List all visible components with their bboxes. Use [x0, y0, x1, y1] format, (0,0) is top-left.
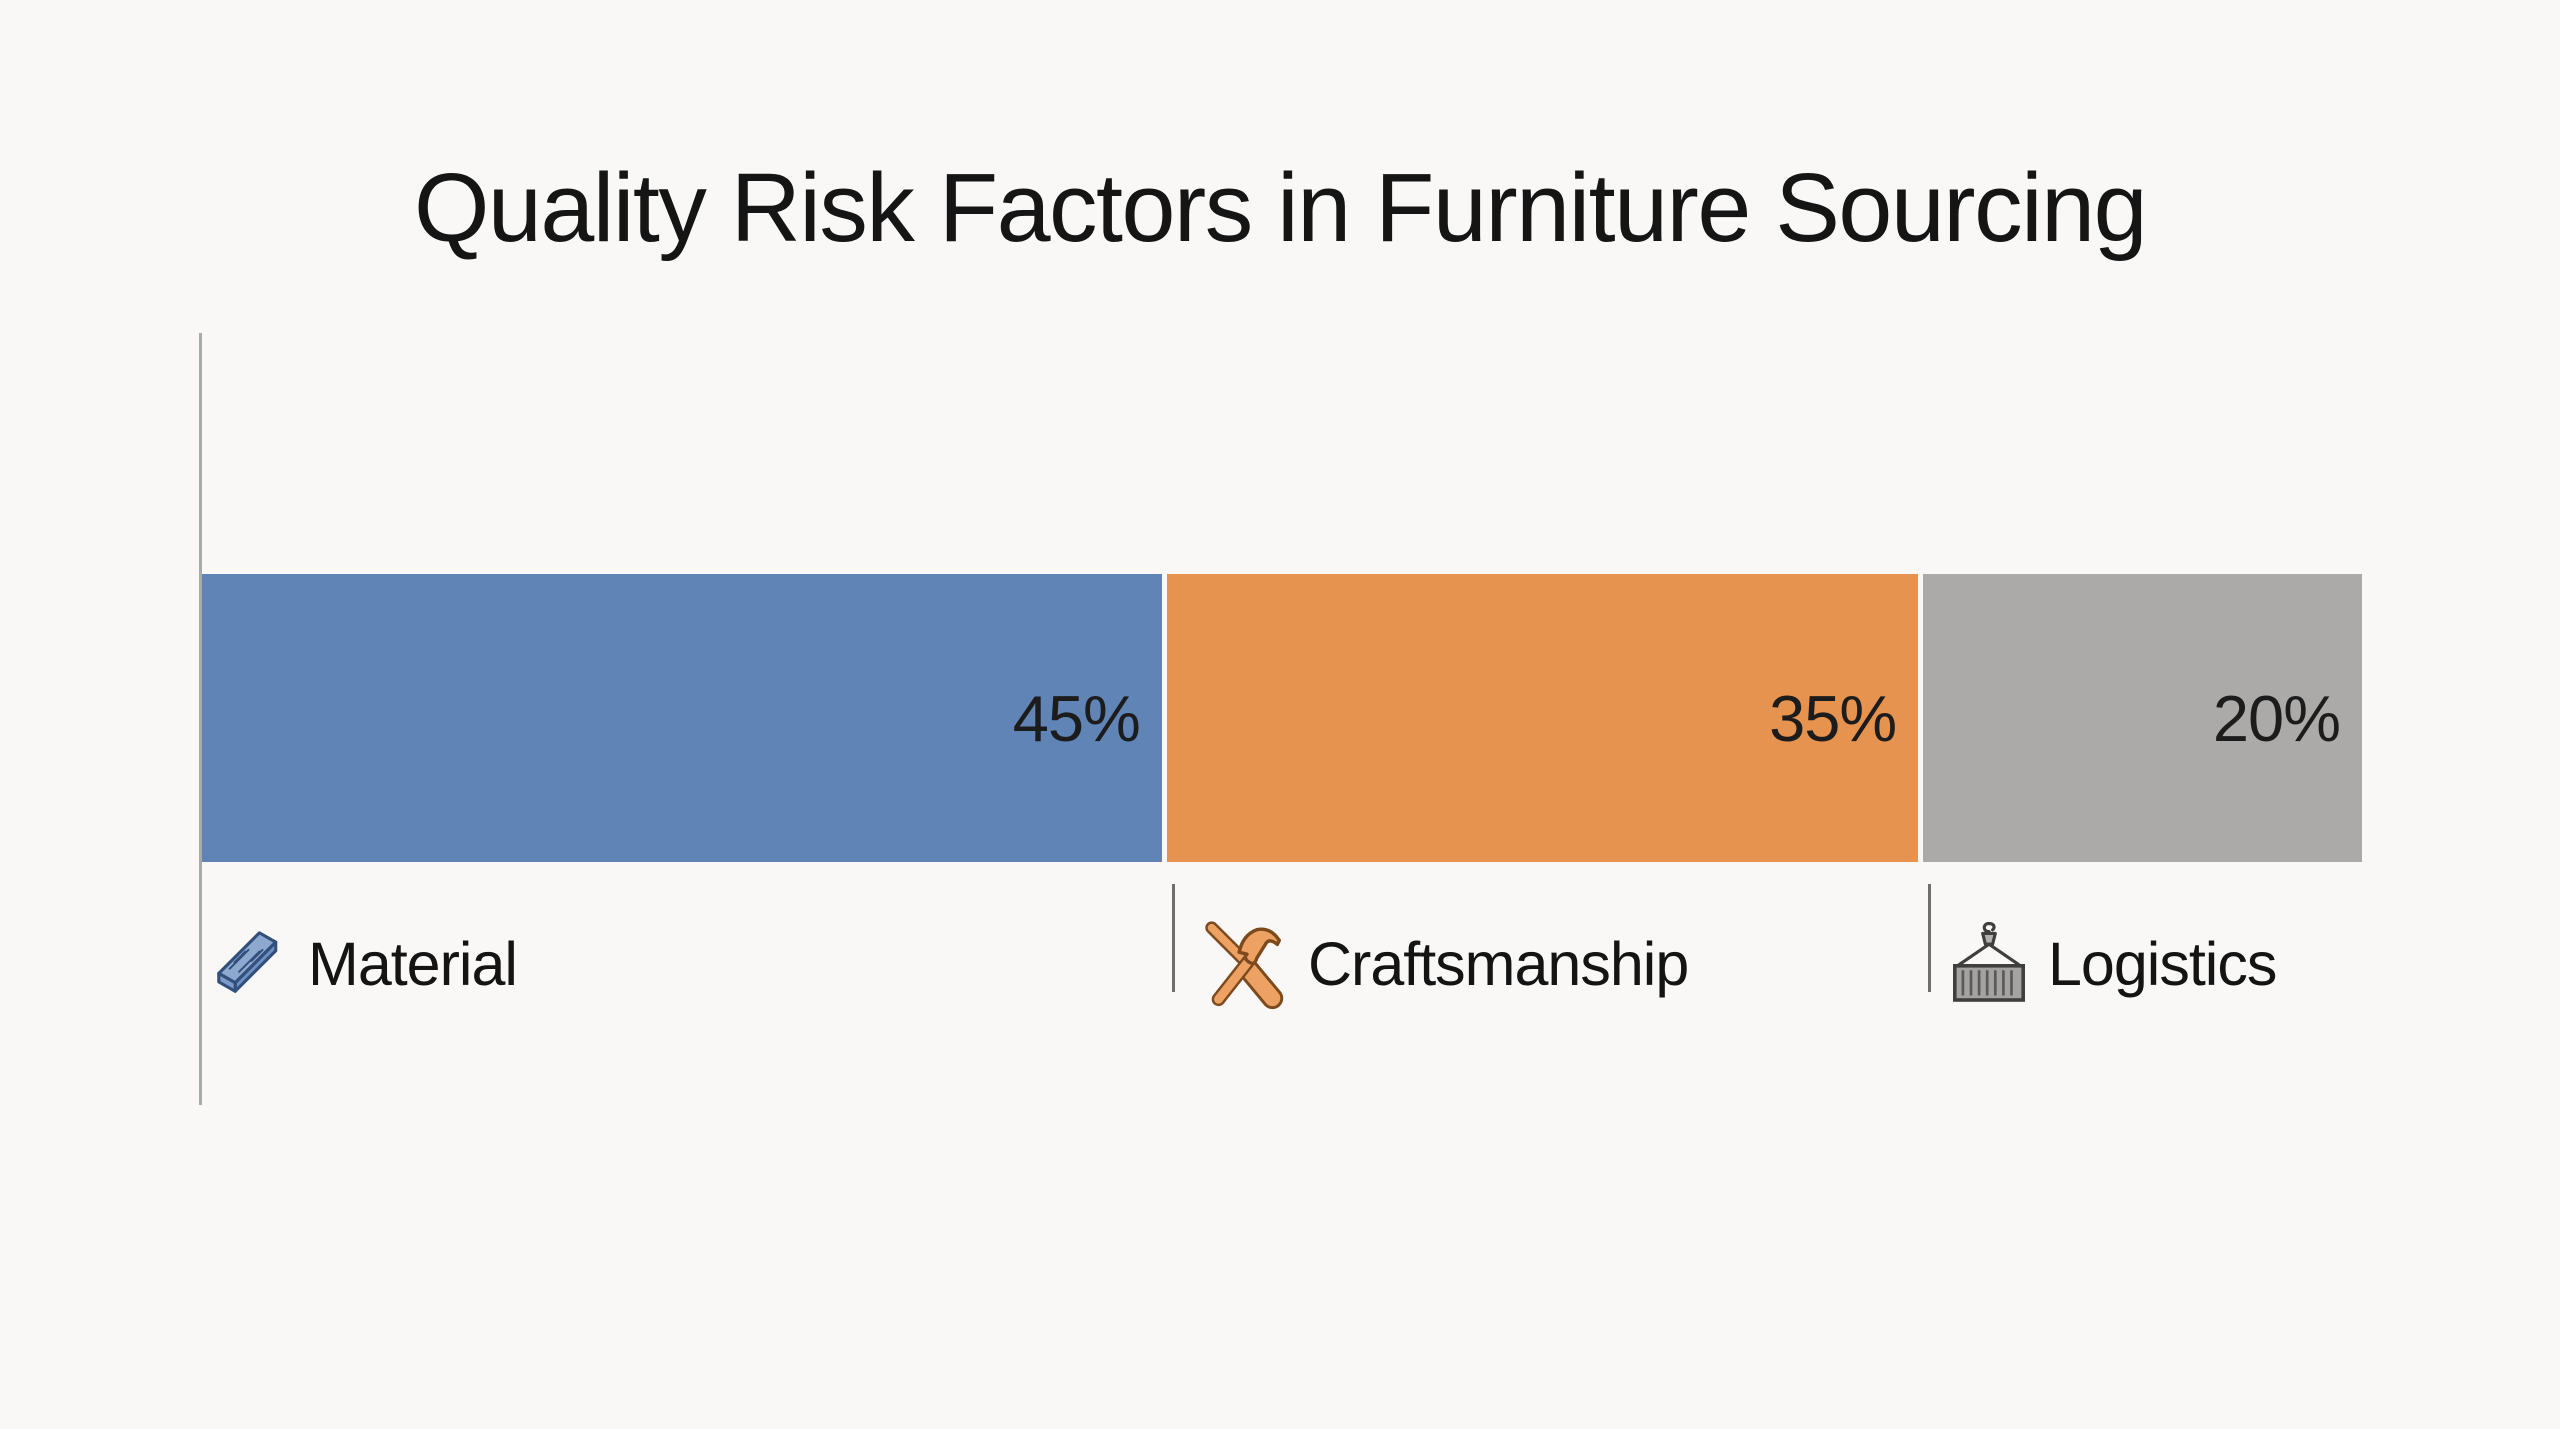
legend-label: Logistics [2048, 930, 2277, 998]
legend-item-material: Material [206, 912, 518, 1016]
segment-value-label: 20% [2212, 681, 2341, 755]
legend-label: Craftsmanship [1308, 930, 1689, 998]
stacked-bar: 45% 35% 20% [202, 574, 2362, 862]
chart-title: Quality Risk Factors in Furniture Sourci… [413, 153, 2148, 262]
segment-value-label: 35% [1769, 681, 1897, 755]
legend-divider [1928, 884, 1931, 992]
shipping-container-icon [1944, 918, 2034, 1010]
wood-plank-icon [206, 925, 294, 1003]
legend-label: Material [308, 930, 518, 998]
legend-item-craftsmanship: Craftsmanship [1196, 912, 1689, 1016]
bar-segment-logistics: 20% [1923, 574, 2362, 862]
segment-value-label: 45% [1012, 681, 1141, 755]
hammer-tools-icon [1196, 915, 1294, 1013]
legend-item-logistics: Logistics [1944, 912, 2277, 1016]
bar-segment-craftsmanship: 35% [1166, 574, 1919, 862]
bar-segment-material: 45% [202, 574, 1162, 862]
y-axis-line [199, 333, 202, 1105]
legend-divider [1172, 884, 1175, 992]
